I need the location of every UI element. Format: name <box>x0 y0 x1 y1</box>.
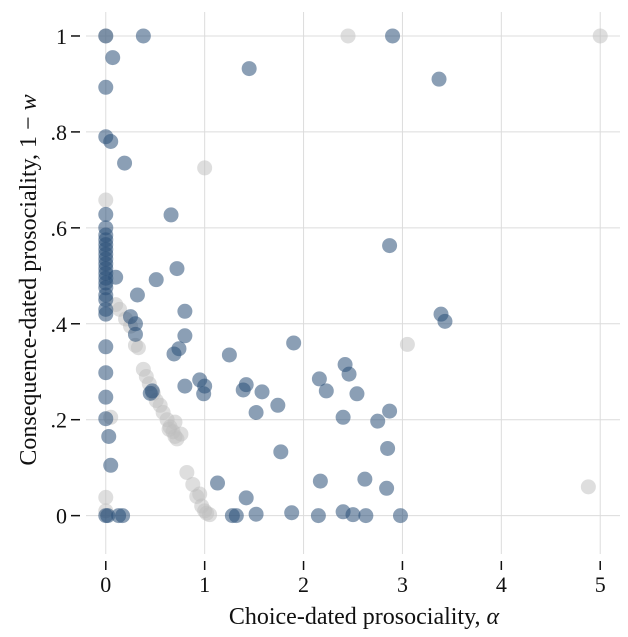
y-tick-label: 1 <box>56 24 67 49</box>
data-point <box>148 272 164 288</box>
data-point <box>235 382 251 398</box>
grid-lines <box>86 12 620 554</box>
data-point <box>270 397 286 413</box>
data-point <box>115 508 131 524</box>
data-point <box>335 409 351 425</box>
x-axis-title-symbol: α <box>487 604 500 630</box>
data-point <box>241 61 257 77</box>
data-point <box>173 426 189 442</box>
y-tick-label: .6 <box>51 216 68 241</box>
data-point <box>127 316 143 332</box>
data-point <box>177 303 193 319</box>
data-point <box>311 371 327 387</box>
data-point <box>98 339 114 355</box>
data-point <box>127 326 143 342</box>
data-point <box>142 385 158 401</box>
data-point <box>105 50 121 66</box>
data-point <box>357 471 373 487</box>
data-point <box>349 386 365 402</box>
data-point <box>163 207 179 223</box>
data-point <box>169 261 185 277</box>
data-point <box>210 475 226 491</box>
data-point <box>129 287 145 303</box>
data-point <box>358 508 374 524</box>
x-axis: 0 1 2 3 4 5 <box>100 561 606 597</box>
data-point <box>117 155 133 171</box>
data-point <box>340 28 356 44</box>
data-point <box>177 328 193 344</box>
data-point <box>103 457 119 473</box>
data-point <box>101 428 117 444</box>
x-axis-title: Choice-dated prosociality, α <box>229 604 500 630</box>
data-point <box>100 508 116 524</box>
data-point <box>392 508 408 524</box>
data-point <box>254 384 270 400</box>
y-axis-title-symbol: w <box>16 94 42 110</box>
data-point <box>161 421 177 437</box>
data-point <box>98 306 114 322</box>
y-tick-label: .2 <box>51 408 68 433</box>
data-point <box>399 336 415 352</box>
data-point <box>312 473 328 489</box>
data-point <box>197 160 213 176</box>
data-point <box>310 508 326 524</box>
x-tick-label: 5 <box>595 572 606 597</box>
data-point <box>103 134 119 150</box>
data-point <box>135 28 151 44</box>
data-point <box>385 28 401 44</box>
data-point <box>341 366 357 382</box>
data-point <box>130 340 146 356</box>
data-point <box>273 444 289 460</box>
x-tick-label: 2 <box>298 572 309 597</box>
data-point <box>286 335 302 351</box>
x-tick-label: 0 <box>100 572 111 597</box>
data-point <box>580 479 596 495</box>
data-point <box>437 313 453 329</box>
y-tick-label: .8 <box>51 120 68 145</box>
data-point <box>166 346 182 362</box>
data-point <box>431 71 447 87</box>
data-point <box>98 411 114 427</box>
y-tick-label: .4 <box>51 312 68 337</box>
data-point <box>221 347 237 363</box>
data-point <box>98 79 114 95</box>
data-point <box>284 505 300 521</box>
x-tick-label: 1 <box>199 572 210 597</box>
data-point <box>98 489 114 505</box>
data-point <box>318 383 334 399</box>
y-axis-title-text: Consequence-dated prosociality, 1 − <box>16 110 42 465</box>
data-point <box>177 378 193 394</box>
data-point <box>196 386 212 402</box>
data-point <box>108 269 124 285</box>
y-tick-label: 0 <box>56 504 67 529</box>
data-point <box>98 28 114 44</box>
data-point <box>98 192 114 208</box>
data-point <box>228 508 244 524</box>
data-point <box>248 405 264 421</box>
data-point <box>238 490 254 506</box>
data-point <box>192 486 208 502</box>
data-point <box>345 507 361 523</box>
data-point <box>379 480 395 496</box>
data-point <box>202 507 218 523</box>
data-point <box>370 413 386 429</box>
data-points <box>98 28 608 524</box>
y-axis: 0 .2 .4 .6 .8 1 <box>51 24 80 529</box>
data-point <box>592 28 608 44</box>
y-axis-title: Consequence-dated prosociality, 1 − w <box>16 94 42 465</box>
data-point <box>98 206 114 222</box>
data-point <box>98 365 114 381</box>
data-point <box>98 389 114 405</box>
data-point <box>248 506 264 522</box>
data-point <box>179 464 195 480</box>
x-tick-label: 3 <box>397 572 408 597</box>
x-axis-title-text: Choice-dated prosociality, <box>229 604 487 630</box>
data-point <box>382 238 398 254</box>
data-point <box>382 403 398 419</box>
x-tick-label: 4 <box>496 572 507 597</box>
data-point <box>380 440 396 456</box>
